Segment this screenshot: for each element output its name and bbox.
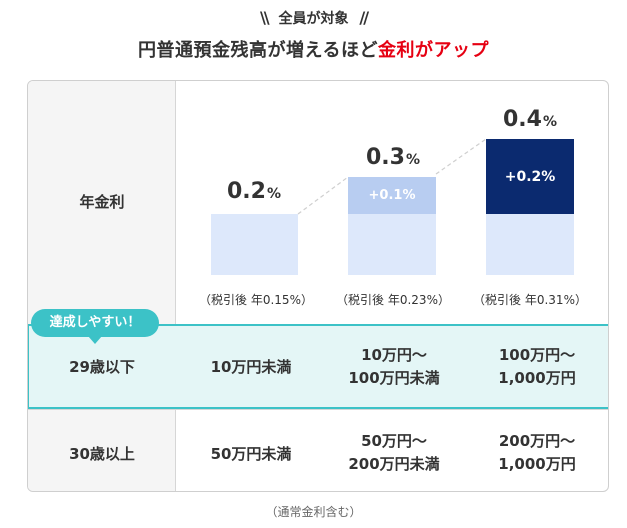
rate-bar-tier-1: [211, 214, 298, 275]
rate-bonus-tier-3: +0.2%: [486, 139, 574, 214]
footnote: （通常金利含む）: [265, 505, 362, 519]
threshold-line: 200万円〜: [498, 432, 576, 450]
row-label-rate: 年金利: [79, 193, 125, 211]
older-threshold-tier-2: 50万円〜 200万円未満: [324, 430, 464, 476]
headline-main: 円普通預金残高が増えるほど: [138, 40, 378, 61]
rate-bonus-tier-2: +0.1%: [348, 177, 436, 214]
headline: 円普通預金残高が増えるほど金利がアップ: [0, 36, 627, 62]
young-row-highlight: [28, 324, 608, 409]
subheading: \\ 全員が対象 //: [0, 8, 627, 28]
after-tax-rate-tier-1: （税引後 年0.15%）: [199, 293, 313, 307]
row-divider: [28, 409, 608, 410]
row-label-older: 30歳以上: [69, 445, 135, 463]
easy-to-achieve-badge: 達成しやすい！: [31, 309, 159, 344]
rate-label-tier-1: 0.2%: [209, 179, 299, 204]
rate-value: 0.4: [502, 107, 542, 132]
rate-unit: %: [405, 152, 420, 168]
threshold-line: 100万円未満: [348, 369, 440, 387]
row-label-young: 29歳以下: [69, 358, 135, 376]
connector-line-2: [435, 138, 487, 175]
threshold-line: 1,000万円: [498, 455, 576, 473]
threshold-line: 50万円未満: [210, 445, 292, 463]
rate-value: 0.3: [365, 145, 405, 170]
threshold-line: 10万円未満: [210, 358, 292, 376]
threshold-line: 50万円〜: [361, 432, 427, 450]
threshold-line: 1,000万円: [498, 369, 576, 387]
threshold-line: 100万円〜: [498, 346, 576, 364]
rate-label-tier-3: 0.4%: [486, 107, 574, 132]
rate-unit: %: [542, 114, 557, 130]
after-tax-rate-tier-3: （税引後 年0.31%）: [473, 293, 587, 307]
older-threshold-tier-1: 50万円未満: [178, 443, 324, 466]
rate-bar-tier-3: [486, 214, 574, 275]
rate-bar-tier-2: [348, 214, 436, 275]
young-threshold-tier-3: 100万円〜 1,000万円: [464, 344, 608, 390]
connector-line-1: [297, 176, 349, 215]
connector-lines: [297, 138, 487, 215]
slash-right-decoration: //: [359, 8, 369, 27]
slash-left-decoration: \\: [259, 8, 270, 27]
row-header-column: [28, 81, 176, 491]
headline-accent: 金利がアップ: [377, 40, 489, 61]
young-threshold-tier-2: 10万円〜 100万円未満: [324, 344, 464, 390]
threshold-line: 10万円〜: [361, 346, 427, 364]
rate-unit: %: [266, 186, 281, 202]
rate-table: 年金利 29歳以下 30歳以上 0.2% （税引後 年0.15%） 10万円未満…: [27, 80, 609, 492]
subheading-text: 全員が対象: [278, 11, 349, 27]
rate-label-tier-2: 0.3%: [348, 145, 438, 170]
after-tax-rate-tier-2: （税引後 年0.23%）: [336, 293, 450, 307]
threshold-line: 200万円未満: [348, 455, 440, 473]
older-threshold-tier-3: 200万円〜 1,000万円: [464, 430, 608, 476]
rate-value: 0.2: [226, 179, 266, 204]
young-threshold-tier-1: 10万円未満: [178, 356, 324, 379]
